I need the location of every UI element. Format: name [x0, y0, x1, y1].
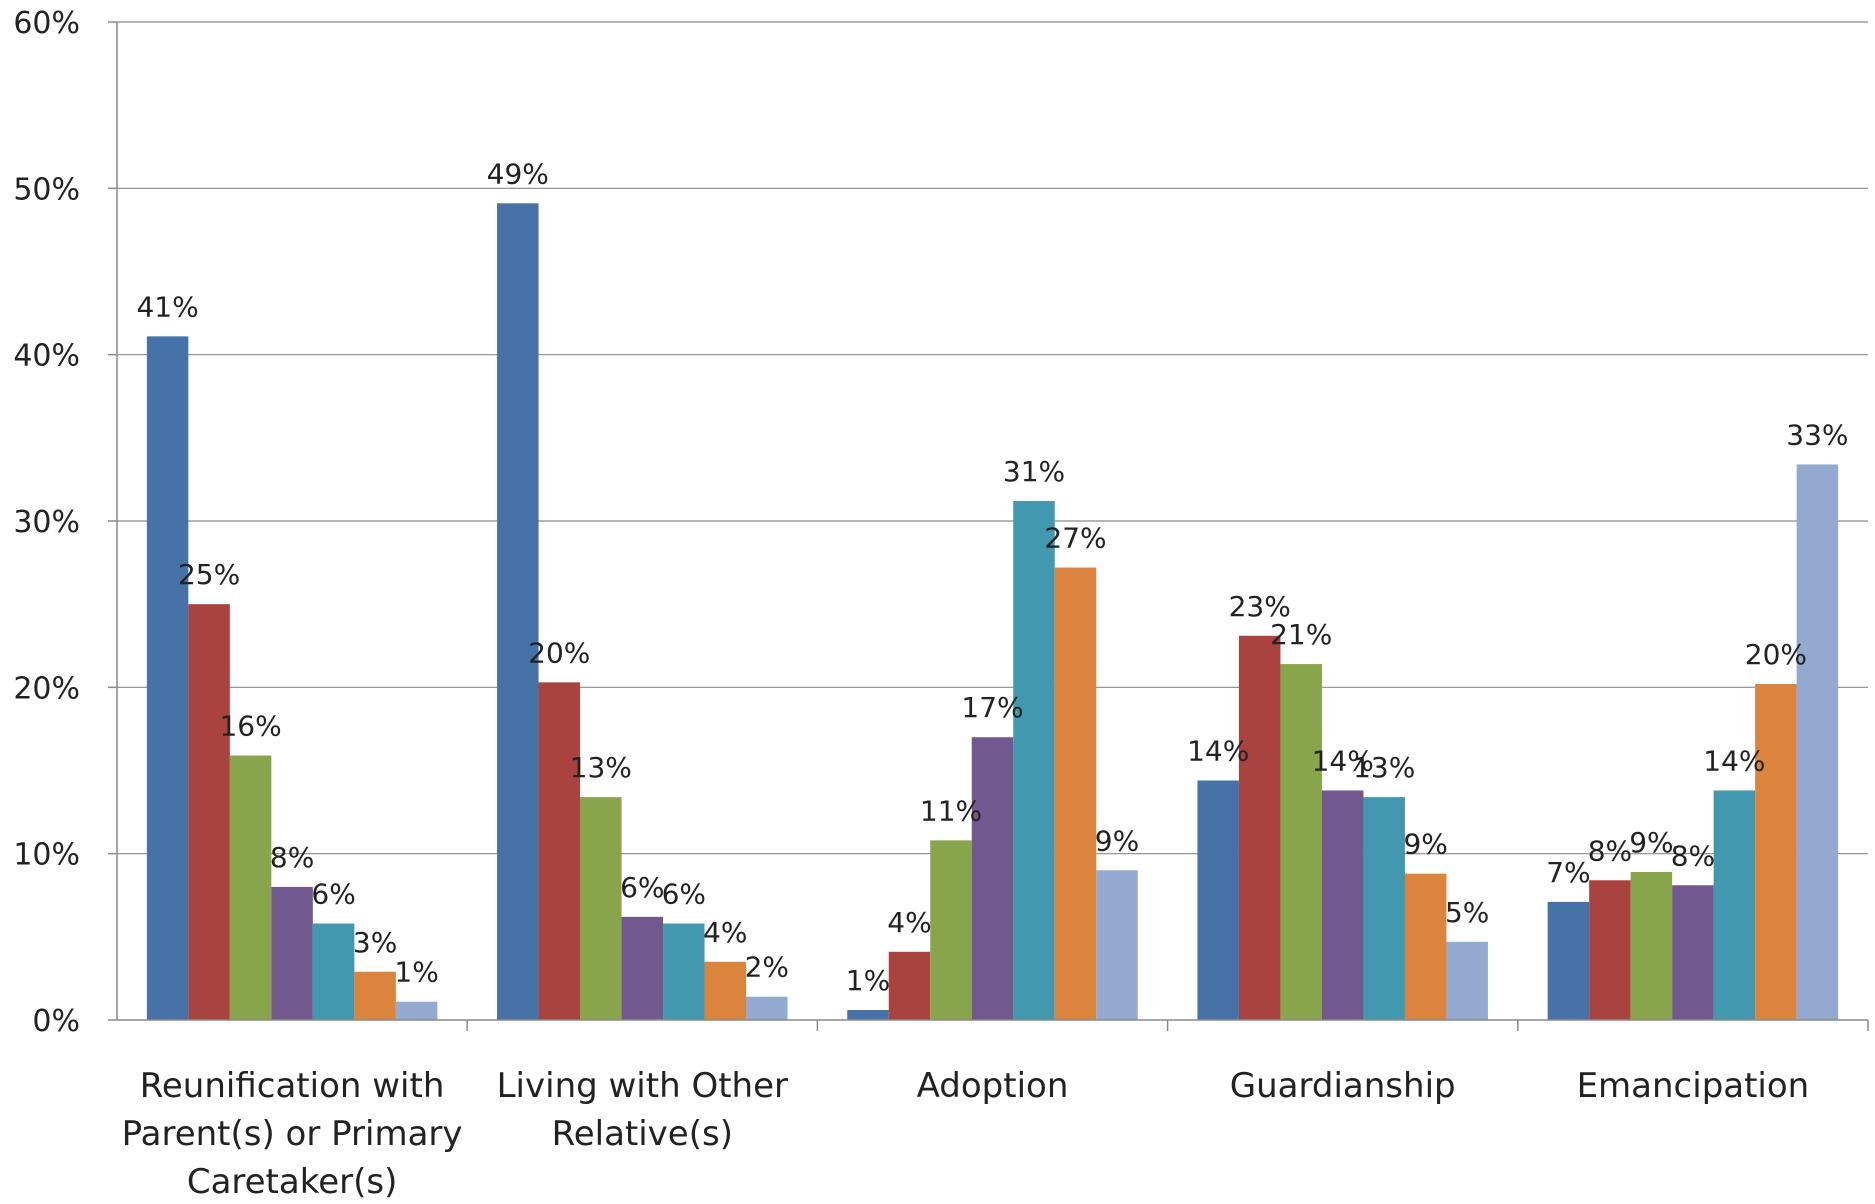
bar: [1363, 797, 1405, 1020]
bar: [1321, 790, 1364, 1020]
data-label: 14%: [1312, 744, 1374, 777]
bar: [229, 755, 272, 1020]
bar: [146, 336, 189, 1020]
category-label-line: Living with Other: [497, 1066, 788, 1106]
category-label-line: Relative(s): [552, 1114, 733, 1154]
bar: [1096, 870, 1138, 1020]
data-label: 8%: [1588, 834, 1632, 867]
category-label: Living with Other Relative(s): [497, 1066, 788, 1154]
data-label: 14%: [1703, 744, 1765, 777]
bar: [395, 1001, 438, 1020]
category-label: Guardianship: [1230, 1066, 1456, 1106]
bar: [354, 971, 396, 1020]
bar: [930, 840, 972, 1020]
bar: [847, 1010, 889, 1020]
category-label-line: Emancipation: [1577, 1066, 1810, 1106]
bar: [1755, 684, 1797, 1020]
category-label-line: Parent(s) or Primary: [122, 1114, 463, 1154]
bar: [538, 682, 581, 1020]
bar: [1280, 664, 1322, 1020]
category-label-line: Adoption: [917, 1066, 1069, 1106]
category-label-line: Guardianship: [1230, 1066, 1456, 1106]
bar: [1589, 880, 1631, 1020]
data-label: 31%: [1003, 455, 1065, 488]
y-tick-label: 20%: [13, 671, 80, 706]
data-label: 21%: [1270, 618, 1332, 651]
bar: [704, 961, 747, 1020]
data-label: 6%: [311, 878, 355, 911]
y-tick-label: 30%: [13, 505, 80, 540]
data-label: 14%: [1187, 734, 1249, 767]
axes: [108, 21, 1869, 1031]
bar: [1713, 790, 1756, 1020]
data-label: 20%: [528, 636, 590, 669]
bar: [1013, 501, 1055, 1020]
category-label-line: Caretaker(s): [187, 1162, 398, 1202]
data-label: 17%: [961, 691, 1023, 724]
data-label: 20%: [1745, 638, 1807, 671]
data-label: 1%: [394, 956, 438, 989]
data-label: 6%: [620, 871, 664, 904]
bar: [971, 737, 1014, 1020]
bar: [1054, 567, 1097, 1020]
bar: [1672, 885, 1714, 1020]
bar: [1630, 871, 1673, 1020]
data-label: 7%: [1546, 856, 1590, 889]
bar: [312, 923, 355, 1020]
data-label: 13%: [570, 751, 632, 784]
y-tick-label: 40%: [13, 339, 80, 374]
y-tick-label: 50%: [13, 172, 80, 207]
bars: [146, 203, 1839, 1020]
bar: [1197, 780, 1239, 1020]
bar: [580, 797, 622, 1020]
data-label: 4%: [703, 916, 747, 949]
data-label: 9%: [1095, 824, 1139, 857]
data-label: 23%: [1229, 590, 1291, 623]
data-label: 25%: [178, 558, 240, 591]
bar: [1404, 873, 1447, 1020]
data-label: 8%: [1671, 839, 1715, 872]
y-tick-label: 0%: [32, 1004, 80, 1039]
y-axis-ticks: 0% 10% 20% 30% 40% 50% 60%: [13, 6, 80, 1039]
data-label: 4%: [887, 906, 931, 939]
category-label: Emancipation: [1577, 1066, 1810, 1106]
category-label: Adoption: [917, 1066, 1069, 1106]
category-label-line: Reunification with: [140, 1066, 445, 1106]
data-label: 9%: [1629, 826, 1673, 859]
data-label: 5%: [1445, 896, 1489, 929]
y-tick-label: 60%: [13, 6, 80, 41]
data-label: 8%: [270, 841, 314, 874]
bar: [663, 923, 705, 1020]
bar: [1796, 464, 1839, 1020]
data-label: 49%: [487, 157, 549, 190]
data-label: 11%: [920, 794, 982, 827]
data-label: 33%: [1786, 418, 1848, 451]
bar: [621, 916, 664, 1020]
bar: [271, 886, 313, 1020]
y-tick-label: 10%: [13, 838, 80, 873]
data-label: 2%: [745, 951, 789, 984]
gridlines: [117, 21, 1868, 855]
data-label: 16%: [219, 710, 281, 743]
data-label: 13%: [1353, 751, 1415, 784]
x-axis-categories: Reunification with Parent(s) or Primary Ca…: [122, 1066, 1810, 1202]
data-label: 41%: [136, 290, 198, 323]
bar: [1446, 941, 1488, 1020]
bar: [497, 203, 539, 1020]
category-label: Reunification with Parent(s) or Primary Ca…: [122, 1066, 463, 1202]
data-label: 1%: [846, 964, 890, 997]
data-label: 3%: [353, 926, 397, 959]
bar: [746, 996, 788, 1020]
data-label: 6%: [662, 878, 706, 911]
bar: [188, 604, 230, 1020]
bar: [1238, 635, 1281, 1020]
data-label: 9%: [1403, 828, 1447, 861]
data-labels: 41% 49% 1% 14% 7% 25% 20% 4% 23% 8% 16% 13% 11% 21% 9%…: [136, 157, 1848, 997]
bar: [1547, 901, 1590, 1020]
bar: [888, 951, 931, 1020]
data-label: 27%: [1044, 522, 1106, 555]
